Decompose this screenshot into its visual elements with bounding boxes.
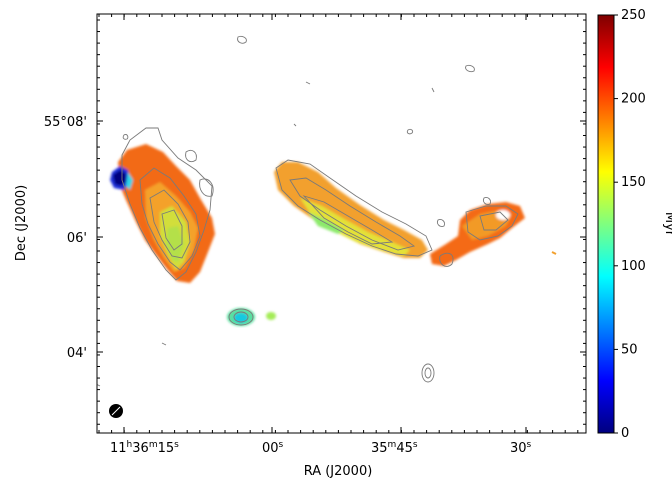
eastern-tail <box>274 162 428 258</box>
axis-ticks <box>97 14 586 433</box>
contour-lines <box>97 35 519 387</box>
x-tick-label: 00s <box>262 440 284 456</box>
axes-frame <box>96 13 587 434</box>
x-tick-labels: 11h36m15s 00s 35m45s 30s <box>110 440 532 456</box>
y-axis-label: Dec (J2000) <box>14 185 29 261</box>
x-tick-label: 30s <box>510 440 532 456</box>
beam-marker <box>109 404 123 418</box>
x-tick-label: 11h36m15s <box>110 440 179 456</box>
y-tick-labels: 55°08' 06' 04' <box>44 115 87 361</box>
colorbar: 0 50 100 150 200 250 Myr <box>597 8 672 441</box>
map-area <box>97 35 557 418</box>
colorbar-tick-label: 250 <box>621 8 646 23</box>
stray-pixel <box>551 251 557 255</box>
y-tick-label: 04' <box>67 346 87 361</box>
western-lobe <box>110 144 215 283</box>
far-tail <box>430 202 525 266</box>
colorbar-tick-label: 200 <box>621 92 646 107</box>
y-tick-label: 06' <box>67 231 87 246</box>
x-axis-label: RA (J2000) <box>304 464 373 479</box>
colorbar-gradient <box>597 14 615 434</box>
colorbar-label: Myr <box>662 212 672 237</box>
colorbar-ticks: 0 50 100 150 200 250 <box>614 8 646 441</box>
y-tick-label: 55°08' <box>44 115 87 130</box>
colorbar-tick-label: 150 <box>621 175 646 190</box>
x-tick-label: 35m45s <box>371 440 418 456</box>
colorbar-tick-label: 0 <box>621 426 629 441</box>
colorbar-tick-label: 50 <box>621 342 638 357</box>
colorbar-tick-label: 100 <box>621 259 646 274</box>
core-blob <box>227 308 276 326</box>
